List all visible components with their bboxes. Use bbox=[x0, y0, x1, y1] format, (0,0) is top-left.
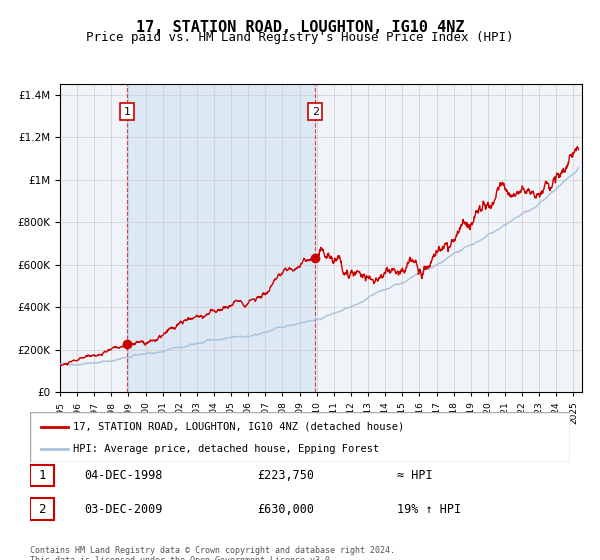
Text: 2: 2 bbox=[312, 106, 319, 116]
Text: ≈ HPI: ≈ HPI bbox=[397, 469, 433, 482]
Text: Price paid vs. HM Land Registry's House Price Index (HPI): Price paid vs. HM Land Registry's House … bbox=[86, 31, 514, 44]
Text: 2: 2 bbox=[38, 502, 46, 516]
Text: £630,000: £630,000 bbox=[257, 502, 314, 516]
FancyBboxPatch shape bbox=[30, 465, 54, 487]
Text: 1: 1 bbox=[38, 469, 46, 482]
Text: 1: 1 bbox=[124, 106, 131, 116]
Text: HPI: Average price, detached house, Epping Forest: HPI: Average price, detached house, Eppi… bbox=[73, 445, 379, 454]
Text: £223,750: £223,750 bbox=[257, 469, 314, 482]
FancyBboxPatch shape bbox=[30, 412, 570, 462]
Text: 19% ↑ HPI: 19% ↑ HPI bbox=[397, 502, 461, 516]
Text: 17, STATION ROAD, LOUGHTON, IG10 4NZ: 17, STATION ROAD, LOUGHTON, IG10 4NZ bbox=[136, 20, 464, 35]
Text: 03-DEC-2009: 03-DEC-2009 bbox=[84, 502, 163, 516]
Text: Contains HM Land Registry data © Crown copyright and database right 2024.
This d: Contains HM Land Registry data © Crown c… bbox=[30, 546, 395, 560]
Text: 17, STATION ROAD, LOUGHTON, IG10 4NZ (detached house): 17, STATION ROAD, LOUGHTON, IG10 4NZ (de… bbox=[73, 422, 404, 432]
Text: 04-DEC-1998: 04-DEC-1998 bbox=[84, 469, 163, 482]
FancyBboxPatch shape bbox=[30, 498, 54, 520]
Bar bbox=[127, 84, 316, 392]
